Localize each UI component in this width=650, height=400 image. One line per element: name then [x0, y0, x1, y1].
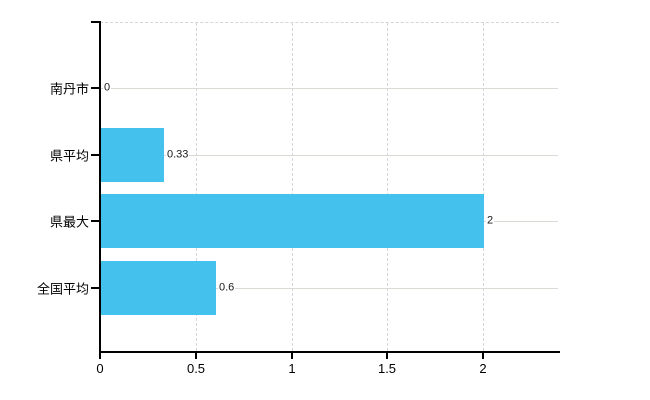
- bar-value-label: 0: [103, 81, 112, 95]
- x-axis-tick: [386, 353, 388, 359]
- bar-value-label: 0.33: [166, 148, 190, 162]
- y-axis-tick: [91, 220, 100, 222]
- bar: [101, 194, 484, 248]
- bar: [101, 128, 164, 182]
- x-gridline: [387, 23, 388, 351]
- x-axis-tick: [195, 353, 197, 359]
- x-axis-tick: [291, 353, 293, 359]
- y-axis-category-label: 南丹市: [49, 81, 89, 97]
- bar: [101, 261, 216, 315]
- x-axis-tick-label: 1: [288, 361, 296, 376]
- x-axis-tick-label: 0: [96, 361, 104, 376]
- y-axis: [99, 21, 101, 353]
- x-gridline: [196, 23, 197, 351]
- x-axis-tick: [99, 353, 101, 359]
- bar-value-label: 0.6: [218, 281, 236, 295]
- x-gridline: [483, 23, 484, 351]
- x-axis-tick-label: 1.5: [377, 361, 397, 376]
- x-axis-tick-label: 0.5: [186, 361, 206, 376]
- x-axis-tick-label: 2: [479, 361, 487, 376]
- x-axis-tick: [482, 353, 484, 359]
- x-gridline: [292, 23, 293, 351]
- y-axis-tick: [91, 87, 100, 89]
- bar-value-label: 2: [486, 214, 495, 228]
- plot-top-border: [100, 22, 559, 23]
- y-gridline: [101, 155, 558, 156]
- y-axis-tick: [91, 154, 100, 156]
- x-axis: [99, 351, 560, 353]
- y-gridline: [101, 88, 558, 89]
- y-gridline: [101, 288, 558, 289]
- y-axis-category-label: 県平均: [49, 148, 89, 164]
- y-axis-category-label: 県最大: [49, 214, 89, 230]
- y-axis-tick: [91, 21, 100, 23]
- y-axis-category-label: 全国平均: [36, 281, 89, 297]
- y-axis-tick: [91, 287, 100, 289]
